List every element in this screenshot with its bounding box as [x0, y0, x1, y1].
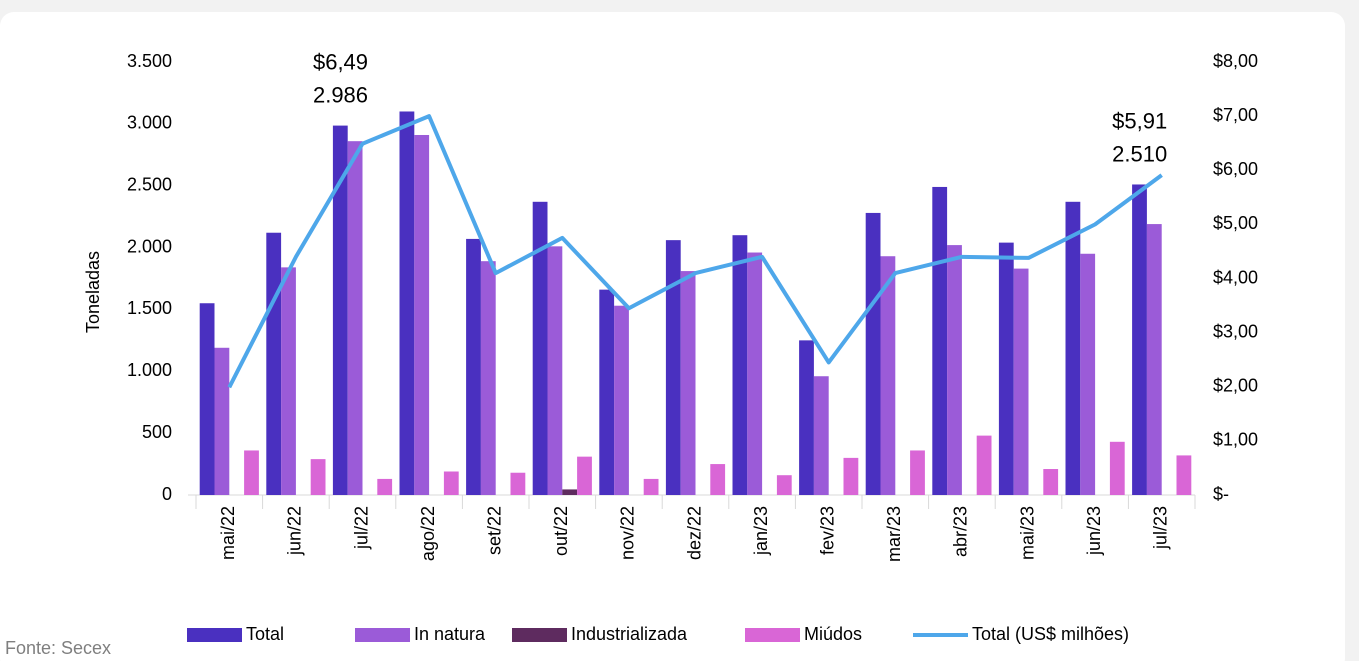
- x-tick-label: ago/22: [418, 506, 438, 561]
- x-tick-label: mar/23: [884, 506, 904, 562]
- y-tick-label: 500: [142, 422, 172, 442]
- bar: [266, 232, 282, 495]
- y2-tick-label: $3,00: [1213, 321, 1258, 341]
- bar: [710, 464, 726, 495]
- y-tick-label: 2.000: [127, 236, 172, 256]
- bar: [976, 435, 992, 495]
- bar: [947, 245, 962, 495]
- bar: [347, 141, 363, 496]
- bar: [747, 252, 763, 495]
- bar: [1146, 224, 1162, 495]
- bar: [332, 125, 348, 495]
- bar: [562, 489, 578, 495]
- bar: [1065, 201, 1081, 495]
- legend-label: Total (US$ milhões): [972, 624, 1129, 644]
- legend-label: Total: [246, 624, 284, 644]
- data-label: $6,49: [313, 49, 368, 74]
- bar: [998, 242, 1014, 495]
- y-tick-label: 1.000: [127, 360, 172, 380]
- data-label: 2.986: [313, 82, 368, 107]
- bar: [680, 271, 696, 495]
- y2-tick-label: $7,00: [1213, 105, 1258, 125]
- bar: [1109, 441, 1125, 495]
- bar: [414, 134, 430, 495]
- y2-tick-label: $-: [1213, 484, 1229, 504]
- x-tick-label: abr/23: [951, 506, 971, 557]
- bar: [776, 475, 792, 495]
- bar: [199, 303, 215, 495]
- y2-tick-label: $8,00: [1213, 51, 1258, 71]
- line: [227, 114, 1163, 389]
- bar: [1013, 268, 1029, 495]
- source: Fonte: Secex: [5, 638, 111, 658]
- y-tick-label: 1.500: [127, 298, 172, 318]
- bar: [310, 459, 326, 495]
- bar: [665, 240, 681, 495]
- bar: [599, 289, 615, 495]
- x-tick-label: jun/22: [285, 506, 305, 556]
- x-tick-label: jun/23: [1084, 506, 1104, 556]
- y-tick-label: 0: [162, 484, 172, 504]
- x-tick-label: dez/22: [684, 506, 704, 560]
- bar: [1132, 184, 1147, 495]
- bar: [799, 340, 814, 495]
- y2-tick-label: $1,00: [1213, 430, 1258, 450]
- bar: [443, 471, 459, 495]
- legend-label: Industrializada: [571, 624, 688, 644]
- legend-label: Miúdos: [804, 624, 862, 644]
- x-tick-label: jan/23: [751, 506, 771, 556]
- x-tick-label: set/22: [484, 506, 504, 555]
- bar: [510, 472, 526, 495]
- legend-swatch: [187, 628, 242, 642]
- bar: [547, 246, 563, 495]
- y-tick-label: 3.500: [127, 51, 172, 71]
- x-tick-label: nov/22: [618, 506, 638, 560]
- bar: [281, 267, 296, 495]
- x-tick-label: mai/23: [1017, 506, 1037, 560]
- x-tick-label: mai/22: [218, 506, 238, 560]
- y2-tick-label: $4,00: [1213, 267, 1258, 287]
- y2-tick-label: $2,00: [1213, 376, 1258, 396]
- x-tick-label: out/22: [551, 506, 571, 556]
- legend-swatch: [745, 628, 800, 642]
- bar: [480, 261, 496, 495]
- bar: [1080, 253, 1096, 495]
- y-axis-title: Toneladas: [83, 251, 103, 333]
- bar: [377, 478, 393, 495]
- x-tick-label: fev/23: [817, 506, 837, 555]
- y2-tick-label: $6,00: [1213, 159, 1258, 179]
- bar: [577, 456, 592, 495]
- x-tick-label: jul/22: [351, 506, 371, 550]
- y-tick-label: 3.000: [127, 113, 172, 133]
- bar: [732, 235, 748, 495]
- legend-swatch: [355, 628, 410, 642]
- bar: [532, 201, 548, 495]
- bar: [1176, 455, 1192, 495]
- legend-swatch: [512, 628, 567, 642]
- bar: [399, 111, 415, 495]
- bar: [643, 478, 659, 495]
- bar: [865, 212, 881, 495]
- bar: [214, 347, 230, 495]
- data-label: 2.510: [1112, 141, 1167, 166]
- bar: [466, 238, 481, 495]
- bar: [880, 256, 896, 495]
- bar: [244, 450, 259, 495]
- legend-label: In natura: [414, 624, 486, 644]
- bar: [932, 186, 948, 496]
- y-tick-label: 2.500: [127, 174, 172, 194]
- x-tick-label: jul/23: [1150, 506, 1170, 550]
- bar: [843, 457, 859, 495]
- y2-tick-label: $5,00: [1213, 213, 1258, 233]
- bar: [813, 376, 829, 495]
- data-label: $5,91: [1112, 108, 1167, 133]
- bar: [910, 450, 925, 495]
- bar: [614, 305, 629, 495]
- bar: [1043, 469, 1059, 495]
